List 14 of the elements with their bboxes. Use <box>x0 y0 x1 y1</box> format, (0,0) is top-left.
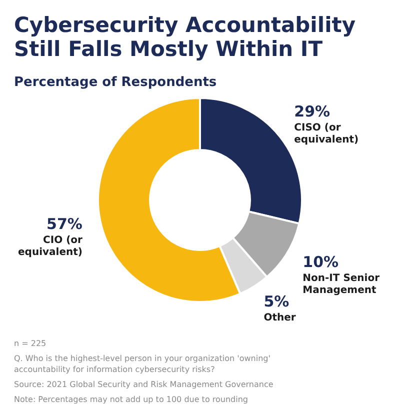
source-note: Source: 2021 Global Security and Risk Management Governance <box>14 380 274 389</box>
slice-label: CIO (or equivalent) <box>18 235 83 258</box>
slice-label: CISO (or equivalent) <box>294 122 359 146</box>
data-label: 5% <box>264 292 290 311</box>
text: n = 225 <box>14 339 46 348</box>
data-label: 29% <box>294 102 330 121</box>
slice-label: Non-IT Senior Management <box>302 273 380 296</box>
text: Q. Who is the highest-level person in your organization 'owning' accountability for information cybersecurity risks? <box>14 354 270 374</box>
chart-title: Cybersecurity Accountability Still Falls Mostly Within IT <box>14 13 356 61</box>
data-label: 10% <box>302 253 339 272</box>
slice-label: Other <box>264 312 296 324</box>
chart-subtitle: Percentage of Respondents <box>14 75 217 90</box>
text: Note: Percentages may not add up to 100 due to rounding <box>14 395 248 404</box>
data-label: 57% <box>46 215 82 234</box>
